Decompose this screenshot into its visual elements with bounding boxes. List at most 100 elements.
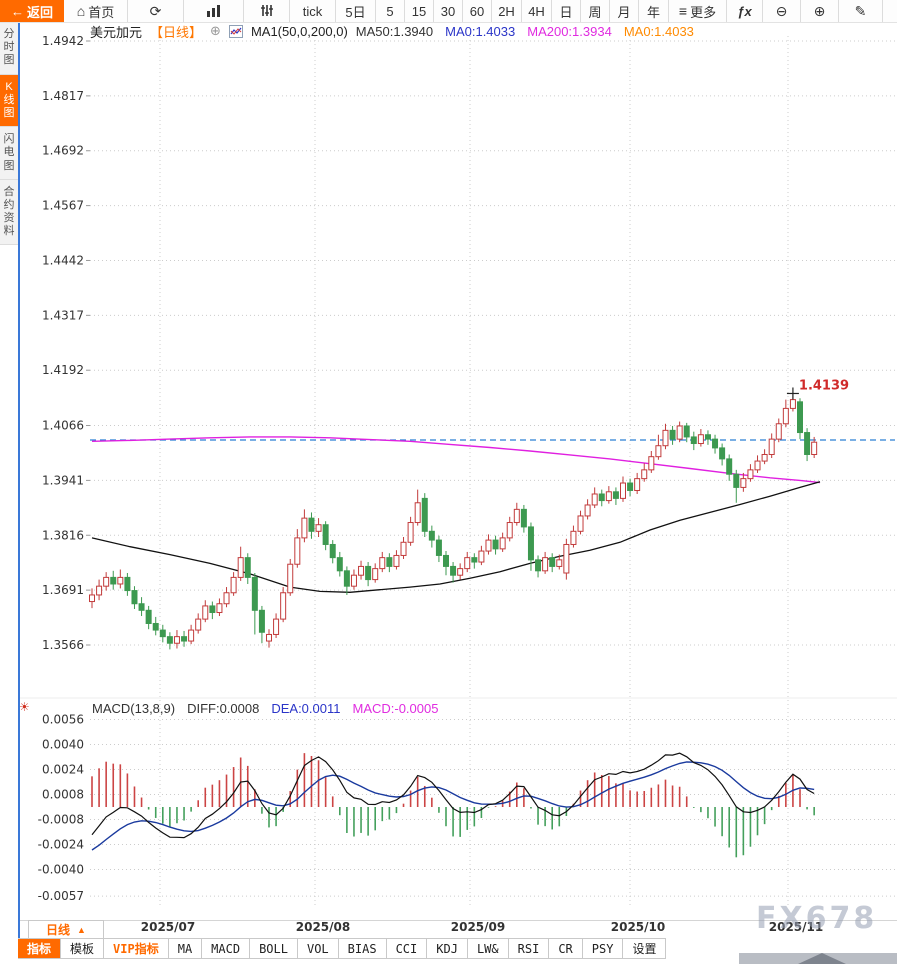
- refresh-button[interactable]: ⟳: [128, 0, 184, 22]
- interval-15-button[interactable]: 15: [405, 0, 434, 22]
- ma-indicator-icon[interactable]: [228, 24, 243, 38]
- macd-value-3: MACD:-0.0005: [352, 701, 439, 716]
- tab-rsi[interactable]: RSI: [508, 939, 550, 958]
- sidebar-item-time-chart[interactable]: 分时图: [0, 22, 18, 75]
- range-5d-button[interactable]: 5日: [336, 0, 376, 22]
- svg-text:1.4317: 1.4317: [42, 308, 84, 322]
- svg-text:-0.0024: -0.0024: [38, 838, 84, 852]
- sidebar-item-flash-chart[interactable]: 闪电图: [0, 127, 18, 180]
- zoom-in-button[interactable]: ⊕: [801, 0, 839, 22]
- interval-60-button-label: 60: [469, 3, 485, 19]
- tab-lw[interactable]: LW&: [467, 939, 509, 958]
- interval-2h-button[interactable]: 2H: [492, 0, 522, 22]
- dea-line: [91, 761, 815, 851]
- tab-vip-indicators[interactable]: VIP指标: [104, 939, 169, 958]
- macd-header: MACD(13,8,9) DIFF:0.0008 DEA:0.0011 MACD:-0…: [92, 701, 438, 716]
- tab-ma[interactable]: MA: [168, 939, 203, 958]
- interval-day-button-label: 日: [559, 4, 573, 20]
- candlestick-layer: [89, 393, 818, 650]
- tab-vol[interactable]: VOL: [297, 939, 339, 958]
- symbol-name: 美元加元: [90, 24, 143, 40]
- interval-5-button[interactable]: 5: [376, 0, 405, 22]
- interval-day-button[interactable]: 日: [552, 0, 581, 22]
- home-button-label: 首页: [88, 4, 115, 20]
- svg-text:-0.0040: -0.0040: [38, 863, 84, 877]
- interval-month-button[interactable]: 月: [610, 0, 639, 22]
- tab-psy[interactable]: PSY: [582, 939, 624, 958]
- svg-text:0.0040: 0.0040: [42, 738, 84, 752]
- tab-settings[interactable]: 设置: [623, 939, 667, 958]
- tab-macd[interactable]: MACD: [202, 939, 251, 958]
- tab-bias[interactable]: BIAS: [338, 939, 387, 958]
- kline-style-button[interactable]: [244, 0, 290, 22]
- interval-30-button[interactable]: 30: [434, 0, 463, 22]
- high-price-label: 1.4139: [799, 378, 849, 393]
- interval-month-button-label: 月: [617, 4, 631, 20]
- more-button[interactable]: ≡ 更多: [669, 0, 727, 22]
- ma-value-1: MA0:1.4033: [445, 23, 516, 39]
- svg-text:1.3691: 1.3691: [42, 583, 84, 597]
- tick-button[interactable]: tick: [290, 0, 336, 22]
- tab-kdj[interactable]: KDJ: [427, 939, 468, 958]
- interval-30-button-label: 30: [440, 3, 456, 19]
- svg-text:0.0008: 0.0008: [42, 788, 84, 802]
- zoom-out-button[interactable]: ⊖: [763, 0, 801, 22]
- draw-button[interactable]: ✎: [839, 0, 883, 22]
- interval-week-button[interactable]: 周: [581, 0, 610, 22]
- more-button-label: 更多: [690, 4, 717, 20]
- fx-button[interactable]: ƒx: [727, 0, 763, 22]
- svg-text:1.4066: 1.4066: [42, 419, 84, 433]
- draw-icon: ✎: [854, 3, 867, 19]
- diff-line: [91, 752, 815, 839]
- svg-text:-0.0057: -0.0057: [38, 889, 84, 903]
- add-overlay-icon[interactable]: ⊕: [210, 23, 221, 38]
- sidebar-item-contract-info[interactable]: 合约资料: [0, 179, 18, 246]
- svg-text:2025/07: 2025/07: [141, 920, 195, 934]
- refresh-icon: ⟳: [149, 3, 162, 19]
- zoom-in-icon: ⊕: [813, 3, 826, 19]
- svg-text:1.4942: 1.4942: [42, 34, 84, 48]
- svg-text:1.4192: 1.4192: [42, 363, 84, 377]
- ma-settings-label: MA1(50,0,200,0): [250, 23, 348, 39]
- svg-text:1.3941: 1.3941: [42, 473, 84, 487]
- tab-cci[interactable]: CCI: [386, 939, 428, 958]
- interval-year-button-label: 年: [646, 4, 660, 20]
- period-selector-button[interactable]: 日线 ▲: [28, 920, 104, 939]
- chart-type-button[interactable]: [184, 0, 244, 22]
- tab-cr[interactable]: CR: [549, 939, 583, 958]
- range-5d-button-label: 5日: [345, 4, 366, 20]
- tab-templates[interactable]: 模板: [61, 939, 105, 958]
- sun-marker-icon[interactable]: ☀: [19, 700, 30, 714]
- top-toolbar: ← 返回 ⌂ 首页 ⟳ tick 5日 5 15 30 60 2H 4H 日周月年 ≡ 更多 ƒx ⊖ ⊕ ✎: [0, 0, 897, 23]
- svg-text:1.4442: 1.4442: [42, 253, 84, 267]
- macd-value-0: MACD(13,8,9): [92, 701, 176, 716]
- svg-text:0.0056: 0.0056: [42, 713, 84, 727]
- scrollbar-handle-icon[interactable]: [798, 953, 846, 964]
- tab-indicators[interactable]: 指标: [18, 939, 62, 958]
- svg-text:-0.0008: -0.0008: [38, 813, 84, 827]
- back-button[interactable]: ← 返回: [0, 0, 64, 22]
- ma200-line: [91, 436, 821, 484]
- svg-text:1.4817: 1.4817: [42, 89, 84, 103]
- home-button[interactable]: ⌂ 首页: [64, 0, 128, 22]
- triangle-up-icon: ▲: [77, 924, 86, 935]
- ma-value-0: MA50:1.3940: [355, 23, 434, 39]
- tab-boll[interactable]: BOLL: [250, 939, 298, 958]
- interval-60-button[interactable]: 60: [463, 0, 492, 22]
- chart-type-icon: [206, 4, 222, 19]
- interval-week-button-label: 周: [588, 4, 602, 20]
- chart-header: 美元加元 【日线】 ⊕ MA1(50,0,200,0) MA50:1.3940 M…: [90, 23, 694, 40]
- interval-year-button[interactable]: 年: [639, 0, 669, 22]
- indicator-tabs-row: 指标 模板 VIP指标 MA MACD BOLL VOL BIAS CCI KDJ LW& RSI CR…: [18, 938, 667, 959]
- interval-4h-button[interactable]: 4H: [522, 0, 552, 22]
- interval-5-button-label: 5: [386, 3, 394, 19]
- svg-text:1.4692: 1.4692: [42, 144, 84, 158]
- ma-value-3: MA0:1.4033: [623, 23, 694, 39]
- svg-text:1.3566: 1.3566: [42, 638, 84, 652]
- ma-value-2: MA200:1.3934: [527, 23, 612, 39]
- macd-histogram-layer: [91, 753, 815, 858]
